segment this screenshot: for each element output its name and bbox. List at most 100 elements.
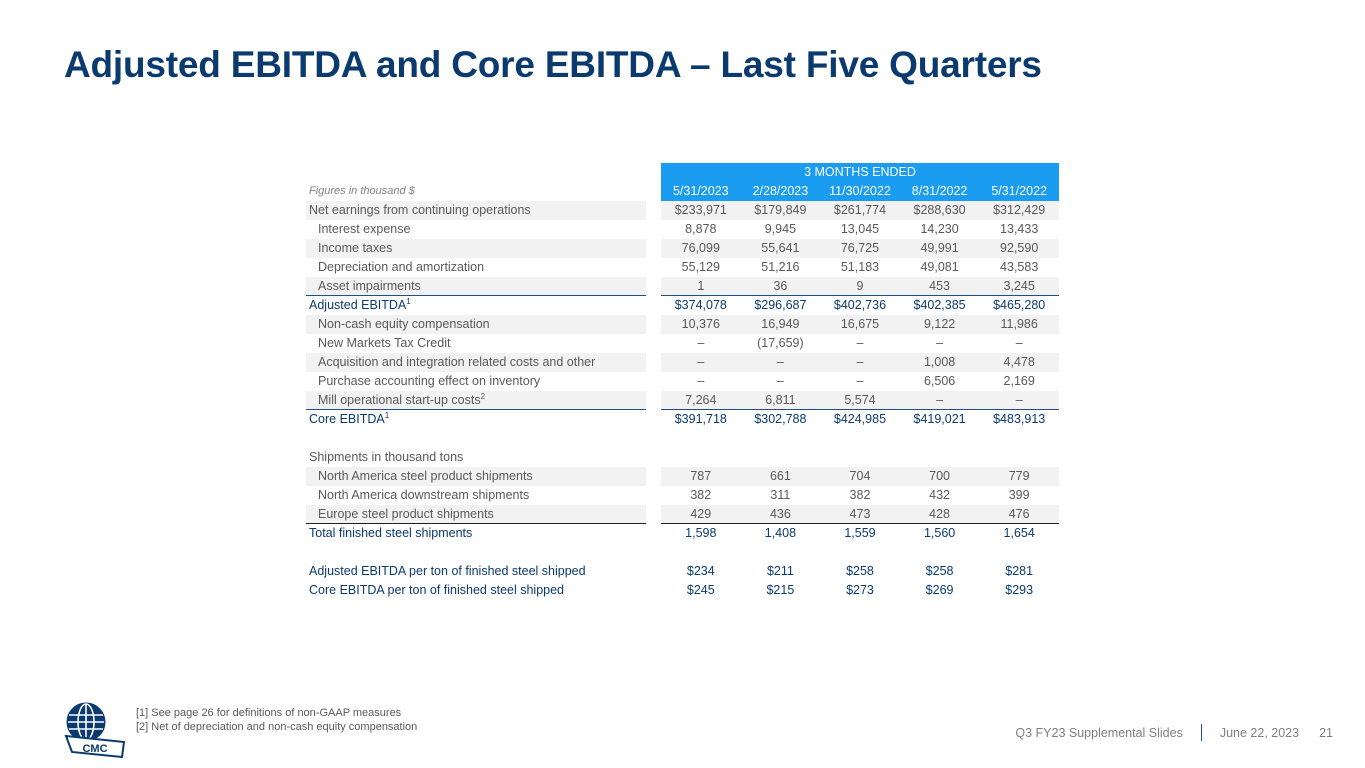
table-cell: 5,574 (844, 393, 876, 407)
row-label: New Markets Tax Credit (318, 336, 451, 350)
table-cell: 16,949 (761, 317, 800, 331)
footer-separator (1200, 724, 1202, 741)
row-label: North America steel product shipments (306, 467, 646, 486)
table-cell: – (697, 355, 705, 369)
table-row: North America steel product shipments 787… (306, 467, 1059, 486)
table-cell: $402,736 (833, 298, 887, 312)
table-cell: 9 (856, 279, 864, 293)
row-label: Shipments in thousand tons (309, 450, 464, 464)
table-cell: 436 (769, 507, 791, 521)
table-row: Income taxes 76,099 55,641 76,725 49,991 92,5… (306, 239, 1059, 258)
footnotes: [1] See page 26 for definitions of non-G… (136, 706, 417, 734)
ebitda-table: 3 MONTHS ENDED Figures in thousand $ 5/3… (306, 163, 1059, 600)
table-cell: 13,045 (840, 222, 880, 236)
table-cell: $293 (1005, 583, 1034, 597)
table-cell: 311 (770, 488, 791, 502)
table-cell: $402,385 (913, 298, 966, 312)
row-label: Mill operational start-up costs2 (306, 391, 646, 410)
cmc-globe-logo: CMC (64, 702, 126, 758)
table-cell: – (856, 336, 864, 350)
column-header: 5/31/2022 (991, 184, 1047, 198)
table-cell: 92,590 (1000, 241, 1039, 255)
table-cell: – (936, 393, 944, 407)
table-cell: 429 (690, 507, 712, 521)
table-row: Asset impairments 1 36 9 453 3,245 (306, 277, 1059, 296)
table-cell: – (697, 374, 705, 388)
slide-date: June 22, 2023 (1219, 725, 1300, 740)
table-cell: 399 (1008, 488, 1030, 502)
table-cell: $465,280 (993, 298, 1046, 312)
table-cell: 661 (769, 469, 791, 483)
table-row: Acquisition and integration related cost… (306, 353, 1059, 372)
row-label: Interest expense (318, 222, 411, 236)
footnote-2: [2] Net of depreciation and non-cash equ… (136, 721, 418, 733)
table-header-columns: Figures in thousand $ 5/31/2023 2/28/202… (306, 182, 1059, 201)
row-label: North America downstream shipments (318, 488, 530, 502)
table-cell (820, 448, 900, 467)
table-cell: 49,991 (920, 241, 959, 255)
table-cell (741, 448, 821, 467)
table-cell: $312,429 (993, 203, 1046, 217)
row-label: Core EBITDA1 (309, 410, 390, 426)
table-cell: – (1015, 393, 1023, 407)
row-label: Core EBITDA per ton of finished steel sh… (309, 583, 565, 597)
row-label: Depreciation and amortization (318, 260, 485, 274)
table-cell: $245 (686, 583, 715, 597)
row-label: Europe steel product shipments (306, 505, 646, 524)
page-number: 21 (1319, 725, 1333, 740)
table-cell: 76,725 (840, 241, 880, 255)
table-cell: 1 (697, 279, 705, 293)
table-row: Core EBITDA per ton of finished steel sh… (306, 581, 1059, 600)
column-header: 2/28/2023 (752, 184, 809, 198)
table-cell: 428 (929, 507, 950, 521)
table-cell: $483,913 (993, 412, 1046, 426)
table-cell: 7,264 (685, 393, 717, 407)
table-cell: 10,376 (681, 317, 720, 331)
table-cell: 6,811 (765, 393, 796, 407)
table-row: Total finished steel shipments 1,598 1,408… (306, 524, 1059, 543)
table-cell: $288,630 (913, 203, 966, 217)
units-label: Figures in thousand $ (309, 185, 415, 197)
table-cell: 787 (690, 469, 712, 483)
table-row: Interest expense 8,878 9,945 13,045 14,230 13… (306, 220, 1059, 239)
row-spacer (306, 429, 1059, 448)
table-cell: 1,560 (923, 526, 956, 540)
table-cell: $424,985 (833, 412, 887, 426)
table-cell: $296,687 (754, 298, 807, 312)
row-label: Adjusted EBITDA per ton of finished stee… (309, 564, 586, 578)
slide-footer: Q3 FY23 Supplemental Slides June 22, 202… (1015, 724, 1333, 741)
table-cell: 51,183 (840, 260, 880, 274)
row-label: Adjusted EBITDA1 (309, 296, 411, 312)
table-cell: $419,021 (913, 412, 966, 426)
row-label: Acquisition and integration related cost… (306, 353, 646, 372)
table-cell: $234 (686, 564, 715, 578)
column-header: 8/31/2022 (911, 184, 968, 198)
table-cell: 55,129 (681, 260, 720, 274)
table-cell: – (856, 355, 864, 369)
page-title: Adjusted EBITDA and Core EBITDA – Last F… (64, 44, 1042, 85)
table-cell: – (697, 336, 705, 350)
table-cell: 432 (929, 488, 950, 502)
table-cell: $215 (766, 583, 795, 597)
table-cell: – (1015, 336, 1023, 350)
row-label: Non-cash equity compensation (306, 315, 646, 334)
row-label: Income taxes (306, 239, 646, 258)
table-cell: $391,718 (674, 412, 727, 426)
table-cell: 473 (849, 507, 871, 521)
table-cell: 382 (849, 488, 871, 502)
table-cell: 36 (773, 279, 788, 293)
table-cell: – (776, 355, 784, 369)
period-header: 3 MONTHS ENDED (804, 165, 916, 179)
table-cell: 1,008 (923, 355, 956, 369)
table-cell: 55,641 (761, 241, 800, 255)
row-label: Purchase accounting effect on inventory (318, 374, 541, 388)
table-header-period: 3 MONTHS ENDED (306, 163, 1059, 182)
table-cell: 1,654 (1003, 526, 1035, 540)
table-row: Depreciation and amortization 55,129 51,21… (306, 258, 1059, 277)
table-cell: 49,081 (920, 260, 959, 274)
table-cell: 700 (929, 469, 950, 483)
table-cell: 779 (1008, 469, 1030, 483)
table-cell: 9,122 (923, 317, 956, 331)
table-row: Net earnings from continuing operations $… (306, 201, 1059, 220)
table-cell (979, 448, 1059, 467)
